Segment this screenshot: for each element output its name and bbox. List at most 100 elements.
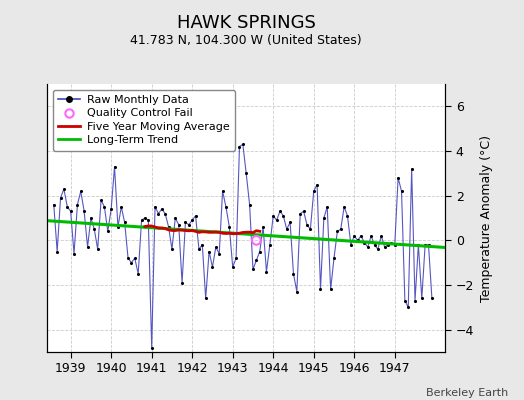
Point bbox=[390, 242, 399, 248]
Point bbox=[299, 208, 308, 214]
Point bbox=[80, 208, 89, 214]
Point bbox=[195, 246, 203, 252]
Point bbox=[360, 239, 368, 246]
Point bbox=[202, 295, 210, 302]
Point bbox=[350, 233, 358, 239]
Point bbox=[336, 226, 345, 232]
Point bbox=[418, 295, 426, 302]
Point bbox=[242, 170, 250, 176]
Point bbox=[286, 219, 294, 226]
Point bbox=[208, 264, 216, 270]
Point bbox=[93, 246, 102, 252]
Point bbox=[111, 164, 119, 170]
Point bbox=[424, 242, 433, 248]
Point bbox=[238, 141, 247, 148]
Point bbox=[367, 233, 375, 239]
Point bbox=[141, 215, 149, 221]
Point bbox=[188, 217, 196, 224]
Point bbox=[306, 226, 314, 232]
Point bbox=[330, 255, 338, 262]
Point bbox=[184, 222, 193, 228]
Point bbox=[340, 204, 348, 210]
Point bbox=[154, 210, 162, 217]
Point bbox=[60, 186, 68, 192]
Point bbox=[343, 212, 352, 219]
Point bbox=[121, 219, 129, 226]
Point bbox=[249, 266, 257, 272]
Y-axis label: Temperature Anomaly (°C): Temperature Anomaly (°C) bbox=[480, 134, 493, 302]
Point bbox=[86, 215, 95, 221]
Point bbox=[404, 304, 412, 310]
Point bbox=[219, 188, 227, 194]
Point bbox=[205, 248, 213, 255]
Point bbox=[347, 242, 355, 248]
Point bbox=[272, 217, 281, 224]
Text: 41.783 N, 104.300 W (United States): 41.783 N, 104.300 W (United States) bbox=[130, 34, 362, 47]
Point bbox=[107, 206, 115, 212]
Point bbox=[269, 212, 277, 219]
Point bbox=[421, 242, 429, 248]
Point bbox=[137, 217, 146, 224]
Point bbox=[320, 215, 328, 221]
Point bbox=[384, 242, 392, 248]
Point bbox=[215, 250, 223, 257]
Point bbox=[303, 222, 311, 228]
Point bbox=[333, 228, 342, 234]
Point bbox=[256, 248, 264, 255]
Point bbox=[232, 255, 241, 262]
Point bbox=[70, 250, 78, 257]
Point bbox=[276, 208, 284, 214]
Point bbox=[168, 246, 176, 252]
Point bbox=[104, 228, 112, 234]
Point bbox=[100, 204, 108, 210]
Text: Berkeley Earth: Berkeley Earth bbox=[426, 388, 508, 398]
Point bbox=[114, 224, 122, 230]
Point bbox=[222, 204, 230, 210]
Point bbox=[174, 222, 183, 228]
Point bbox=[245, 202, 254, 208]
Point bbox=[117, 204, 125, 210]
Point bbox=[353, 237, 362, 244]
Point bbox=[387, 239, 396, 246]
Point bbox=[130, 255, 139, 262]
Point bbox=[310, 188, 318, 194]
Point bbox=[259, 224, 267, 230]
Point bbox=[225, 224, 234, 230]
Point bbox=[73, 202, 82, 208]
Point bbox=[266, 242, 274, 248]
Point bbox=[191, 212, 200, 219]
Point bbox=[408, 166, 416, 172]
Point bbox=[252, 257, 260, 264]
Point bbox=[124, 255, 132, 262]
Point bbox=[158, 206, 166, 212]
Point bbox=[313, 181, 321, 188]
Point bbox=[292, 288, 301, 295]
Point bbox=[50, 202, 58, 208]
Point bbox=[282, 226, 291, 232]
Point bbox=[181, 219, 190, 226]
Point bbox=[428, 295, 436, 302]
Point bbox=[147, 344, 156, 351]
Point bbox=[83, 244, 92, 250]
Point bbox=[235, 143, 244, 150]
Legend: Raw Monthly Data, Quality Control Fail, Five Year Moving Average, Long-Term Tren: Raw Monthly Data, Quality Control Fail, … bbox=[53, 90, 235, 151]
Point bbox=[364, 244, 372, 250]
Point bbox=[296, 210, 304, 217]
Point bbox=[77, 188, 85, 194]
Point bbox=[63, 204, 71, 210]
Point bbox=[228, 264, 237, 270]
Point bbox=[323, 204, 331, 210]
Point bbox=[57, 195, 65, 201]
Point bbox=[134, 271, 143, 277]
Point bbox=[53, 248, 61, 255]
Point bbox=[263, 268, 271, 275]
Point bbox=[326, 286, 335, 293]
Point bbox=[90, 226, 99, 232]
Point bbox=[171, 215, 180, 221]
Point bbox=[178, 280, 186, 286]
Point bbox=[151, 204, 159, 210]
Point bbox=[165, 224, 173, 230]
Point bbox=[401, 298, 409, 304]
Point bbox=[414, 242, 422, 248]
Point bbox=[97, 197, 105, 203]
